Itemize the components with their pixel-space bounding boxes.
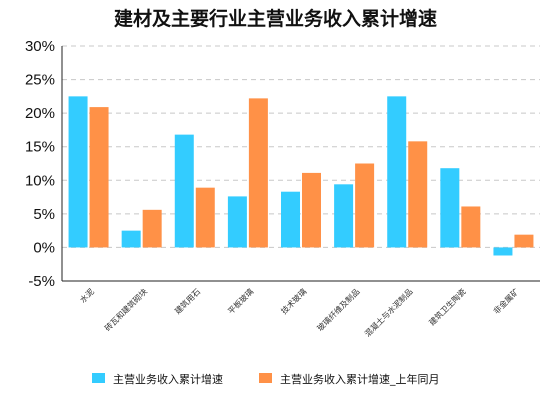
y-tick-label: 10%	[25, 172, 55, 189]
y-tick-label: 15%	[25, 139, 55, 156]
bar-previous-year	[142, 209, 162, 248]
x-tick-label: 建筑卫生陶瓷	[427, 286, 468, 327]
bar-previous-year	[514, 234, 534, 248]
bar-previous-year	[248, 98, 268, 248]
legend-layer: 主营业务收入累计增速 主营业务收入累计增速_上年同月	[92, 372, 440, 386]
bar-current	[281, 191, 300, 248]
y-tick-label: 25%	[25, 72, 55, 89]
y-tick-label: 0%	[33, 239, 55, 256]
bar-previous-year	[89, 107, 109, 248]
chart-title: 建材及主要行业主营业务收入累计增速	[113, 8, 437, 30]
legend-label: 主营业务收入累计增速_上年同月	[280, 372, 440, 386]
y-tick-label: 20%	[25, 105, 55, 122]
bar-current	[68, 96, 88, 248]
y-tick-label: 30%	[25, 38, 55, 55]
x-tick-label: 建筑用石	[172, 286, 202, 316]
bar-current	[227, 196, 247, 248]
bar-current	[334, 184, 354, 248]
y-tick-label: -5%	[28, 273, 55, 290]
y-tick-label: 5%	[33, 206, 55, 223]
bar-layer	[68, 96, 534, 256]
x-tick-label: 混凝土与水泥制品	[362, 286, 414, 338]
legend-label: 主营业务收入累计增速	[113, 372, 223, 386]
bar-previous-year	[355, 163, 375, 248]
bar-current	[121, 230, 141, 248]
x-tick-label: 水泥	[78, 286, 96, 304]
legend-swatch	[92, 373, 105, 383]
grid-layer	[62, 45, 540, 248]
bar-current	[174, 134, 194, 248]
bar-previous-year	[195, 187, 215, 248]
x-tick-label: 砖瓦和建筑砌块	[102, 286, 149, 333]
bar-current	[387, 96, 407, 248]
bar-previous-year	[408, 141, 428, 248]
bar-previous-year	[461, 206, 481, 248]
legend-swatch	[259, 373, 272, 383]
x-tick-label: 技术玻璃	[279, 286, 309, 316]
x-tick-label: 平板玻璃	[226, 286, 256, 316]
bar-current	[440, 168, 460, 248]
x-tick-label: 玻璃纤维及制品	[315, 286, 362, 333]
bar-current	[493, 247, 513, 256]
x-tick-label: 非金属矿	[491, 286, 521, 316]
bar-previous-year	[302, 172, 321, 248]
